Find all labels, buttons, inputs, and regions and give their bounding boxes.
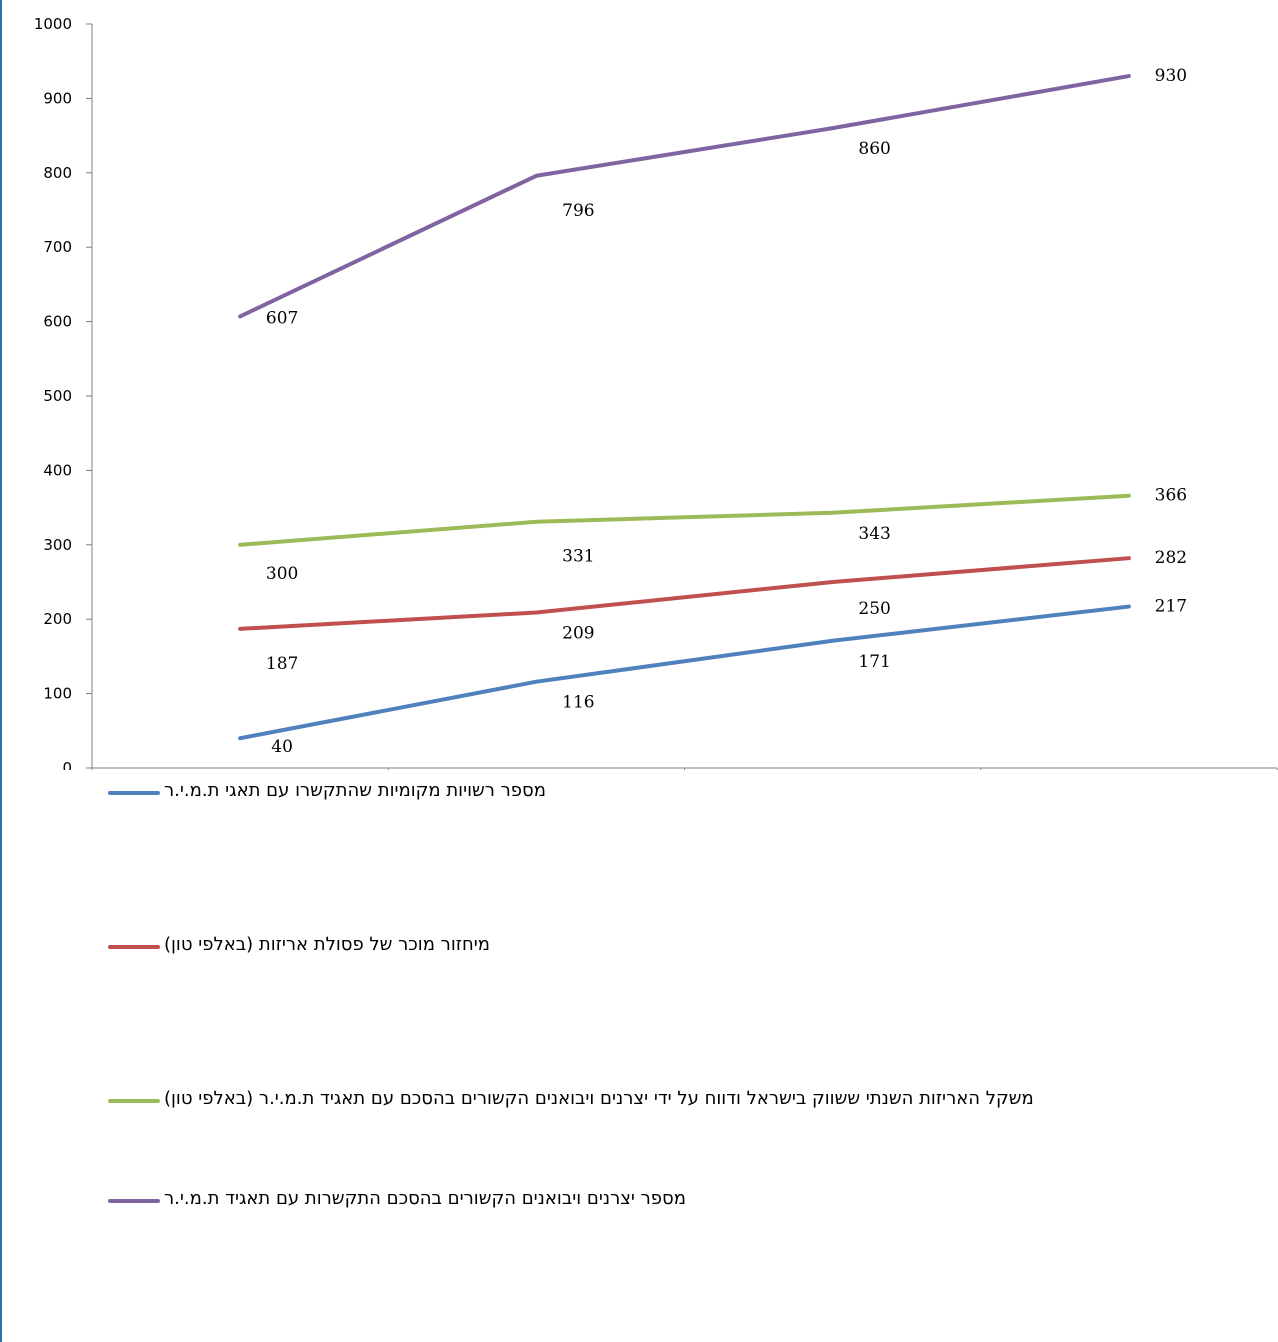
series-line-2 <box>238 493 1131 547</box>
legend-label-producers: מספר יצרנים ויבואנים הקשורים בהסכם התקשר… <box>164 1188 686 1209</box>
data-label-2-2012: 300 <box>266 564 298 584</box>
legend-item-recycling: מיחזור מוכר של פסולת אריזות (באלפי טון) <box>108 932 1228 962</box>
data-label-0-2013: 116 <box>562 693 594 713</box>
y-tick-label-100: 100 <box>43 685 72 703</box>
y-tick-label-1000: 1000 <box>34 15 72 33</box>
data-label-3-2015: 930 <box>1155 66 1187 86</box>
line-chart: 0100200300400500600700800900100020122013… <box>34 15 1278 770</box>
y-tick-label-700: 700 <box>43 238 72 256</box>
legend-item-packaging-weight: משקל האריזות השנתי ששווק בישראל ודווח על… <box>108 1086 1228 1142</box>
data-label-2-2013: 331 <box>562 547 594 567</box>
legend-swatch-recycling <box>108 945 160 949</box>
data-label-3-2014: 860 <box>858 139 890 159</box>
y-tick-label-800: 800 <box>43 164 72 182</box>
data-label-0-2012: 40 <box>271 737 293 757</box>
data-label-0-2014: 171 <box>858 652 890 672</box>
y-tick-label-600: 600 <box>43 313 72 331</box>
data-label-1-2013: 209 <box>562 624 594 644</box>
data-label-1-2012: 187 <box>266 654 298 674</box>
y-tick-label-0: 0 <box>62 759 72 770</box>
series-line-0 <box>238 604 1131 741</box>
data-label-1-2014: 250 <box>858 599 890 619</box>
legend-label-recycling: מיחזור מוכר של פסולת אריזות (באלפי טון) <box>164 934 490 955</box>
data-label-3-2012: 607 <box>266 308 298 328</box>
y-tick-label-300: 300 <box>43 536 72 554</box>
left-border-line <box>0 0 2 1342</box>
series-line-3 <box>238 74 1131 319</box>
y-tick-label-900: 900 <box>43 89 72 107</box>
legend-label-packaging-weight: משקל האריזות השנתי ששווק בישראל ודווח על… <box>164 1088 1034 1109</box>
data-label-1-2015: 282 <box>1155 548 1187 568</box>
series-line-1 <box>238 556 1131 631</box>
data-label-0-2015: 217 <box>1155 597 1187 617</box>
data-label-3-2013: 796 <box>562 201 594 221</box>
data-label-2-2015: 366 <box>1155 486 1187 506</box>
y-tick-label-400: 400 <box>43 461 72 479</box>
legend-item-local-authorities: מספר רשויות מקומיות שהתקשרו עם תאגי ת.מ.… <box>108 778 1228 808</box>
legend-swatch-local-authorities <box>108 791 160 795</box>
legend-swatch-packaging-weight <box>108 1099 160 1103</box>
y-tick-label-200: 200 <box>43 610 72 628</box>
data-label-2-2014: 343 <box>858 524 890 544</box>
legend-item-producers: מספר יצרנים ויבואנים הקשורים בהסכם התקשר… <box>108 1186 1228 1216</box>
y-tick-label-500: 500 <box>43 387 72 405</box>
legend-swatch-producers <box>108 1199 160 1203</box>
legend-label-local-authorities: מספר רשויות מקומיות שהתקשרו עם תאגי ת.מ.… <box>164 780 546 801</box>
